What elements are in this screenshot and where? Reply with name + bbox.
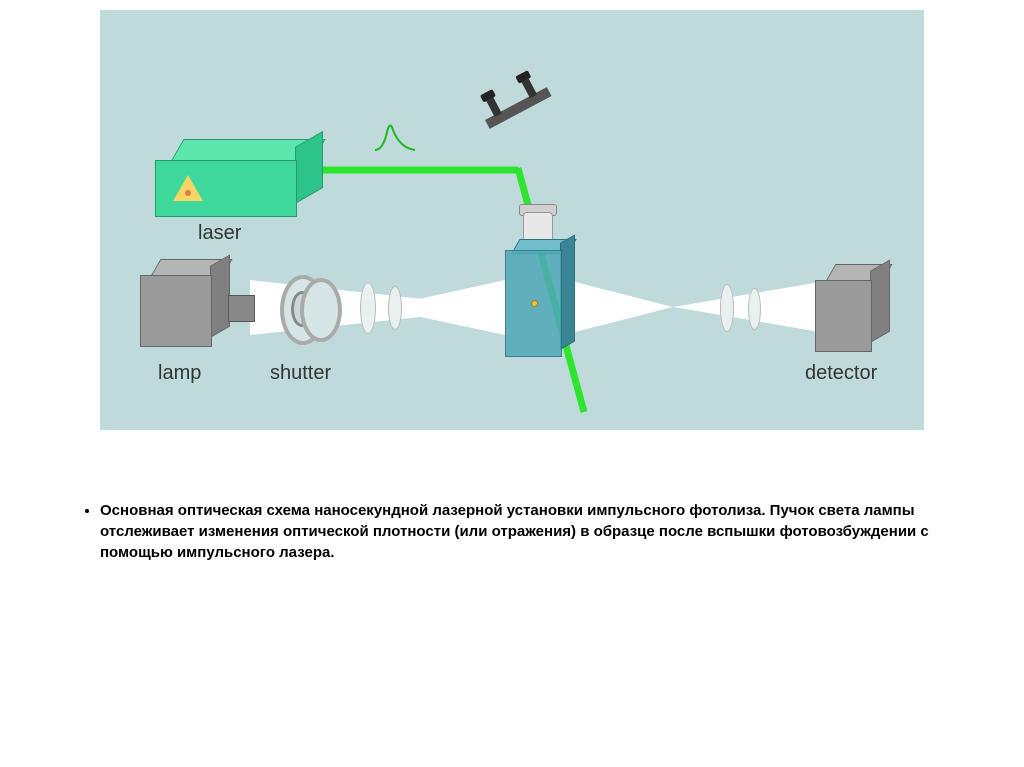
warning-triangle-icon <box>173 175 203 201</box>
optical-diagram: laser lamp shutter <box>100 10 924 430</box>
lens-4 <box>748 288 761 330</box>
sample-spot-icon <box>531 300 538 307</box>
caption-text: Основная оптическая схема наносекундной … <box>100 500 930 563</box>
detector-label: detector <box>805 362 877 385</box>
laser-beam-svg <box>100 10 924 430</box>
lens-3 <box>720 284 734 332</box>
light-beam-svg <box>100 10 924 430</box>
lamp-label: lamp <box>158 362 201 385</box>
pulse-curve-icon <box>375 122 419 154</box>
lens-1 <box>360 282 376 334</box>
caption: Основная оптическая схема наносекундной … <box>60 500 930 563</box>
laser-label: laser <box>198 222 241 245</box>
shutter-label: shutter <box>270 362 331 385</box>
lens-2 <box>388 286 402 330</box>
